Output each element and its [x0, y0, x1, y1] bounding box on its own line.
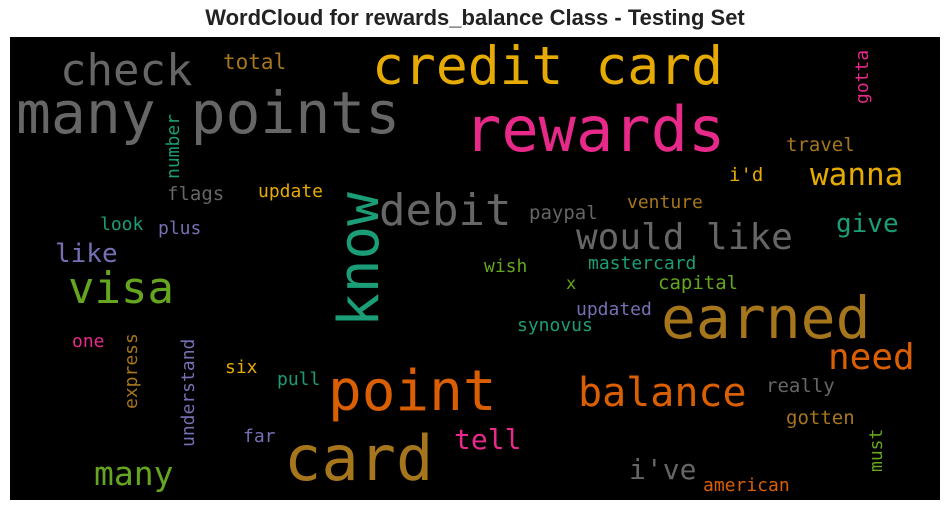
word-update: update — [258, 181, 324, 202]
word-visa: visa — [68, 263, 174, 314]
word-number: number — [163, 113, 184, 179]
word-far: far — [243, 426, 276, 447]
word-total: total — [223, 50, 287, 74]
word-venture: venture — [627, 192, 703, 213]
word-really: really — [766, 375, 835, 397]
word-plus: plus — [158, 218, 202, 239]
word-updated: updated — [576, 299, 652, 320]
word-card: card — [284, 422, 434, 495]
word-debit: debit — [379, 185, 512, 236]
word-tell: tell — [454, 423, 522, 456]
word-wanna: wanna — [810, 157, 904, 193]
word-like: like — [55, 239, 118, 269]
word-pull: pull — [277, 369, 321, 390]
word-paypal: paypal — [529, 202, 598, 224]
word-rewards: rewards — [464, 93, 726, 166]
word-capital: capital — [658, 272, 739, 294]
figure-title: WordCloud for rewards_balance Class - Te… — [205, 5, 745, 30]
word-one: one — [72, 331, 105, 352]
word-earned: earned — [661, 284, 871, 352]
word-would-like: would like — [576, 217, 793, 258]
word-many: many — [94, 454, 174, 493]
word-point: point — [328, 359, 497, 424]
word-many-points: many points — [16, 79, 401, 147]
word-look: look — [100, 214, 144, 235]
word-x: x — [566, 274, 577, 294]
word-six: six — [225, 357, 258, 378]
word-credit-card: credit card — [372, 37, 723, 97]
word-cloud: many points credit card rewards check to… — [10, 37, 940, 500]
word-need: need — [828, 337, 915, 378]
word-check: check — [60, 45, 193, 96]
word-gotten: gotten — [786, 407, 855, 429]
word-gotta: gotta — [852, 49, 873, 104]
word-flags: flags — [167, 183, 225, 205]
word-travel: travel — [786, 134, 855, 156]
word-i-d: i'd — [729, 164, 764, 186]
word-must: must — [866, 428, 887, 472]
word-understand: understand — [178, 338, 199, 447]
word-american: american — [703, 475, 790, 496]
word-mastercard: mastercard — [588, 253, 697, 274]
word-give: give — [836, 209, 899, 239]
word-wish: wish — [484, 256, 528, 277]
word-i-ve: i've — [629, 453, 697, 486]
word-synovus: synovus — [517, 315, 593, 336]
word-balance: balance — [578, 370, 747, 416]
word-express: express — [121, 333, 142, 409]
